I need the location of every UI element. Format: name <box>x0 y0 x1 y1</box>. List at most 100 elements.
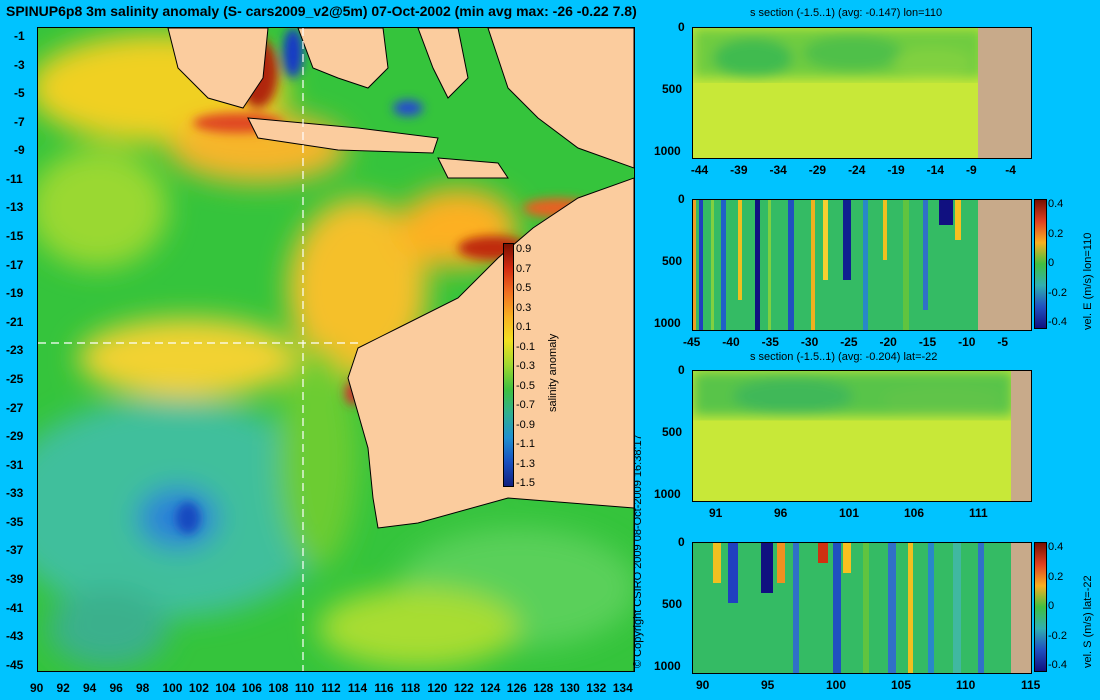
map-x-tick: 98 <box>135 681 150 695</box>
velocity-stripes <box>713 543 984 673</box>
land-sumatra <box>167 28 269 109</box>
panel-4-colorbar-tick: 0 <box>1048 600 1055 612</box>
panel-4-colorbar-tick: 0.4 <box>1048 541 1064 553</box>
land-new-guinea <box>487 28 634 169</box>
map-x-tick: 92 <box>56 681 70 695</box>
land-sulawesi <box>417 28 469 99</box>
panel-4-y-tick: 0 <box>678 535 685 549</box>
map-x-tick: 128 <box>533 681 554 695</box>
panel-1-x-tick: -19 <box>887 163 905 177</box>
section-panel-2 <box>692 199 1032 331</box>
map-x-tick: 104 <box>215 681 236 695</box>
map-y-tick: -25 <box>6 371 24 386</box>
panel-4-x-tick: 90 <box>696 678 710 692</box>
map-y-tick: -43 <box>6 629 24 644</box>
vel-s-colorbar <box>1034 542 1047 672</box>
panel-2-x-tick: -20 <box>879 335 897 349</box>
velocity-stripes <box>693 200 961 330</box>
map-y-tick: -37 <box>6 543 24 558</box>
map-y-tick: -39 <box>6 571 24 586</box>
map-x-tick: 110 <box>294 681 315 695</box>
map-x-tick: 102 <box>188 681 209 695</box>
panel-2-colorbar-tick: -0.2 <box>1048 286 1067 299</box>
map-x-tick: 132 <box>586 681 607 695</box>
vel-s-colorbar-label: vel. S (m/s) lat=-22 <box>1082 575 1094 668</box>
map-y-tick: -29 <box>6 429 24 444</box>
map-y-tick: -19 <box>6 286 24 301</box>
panel-2-y-tick: 1000 <box>654 315 681 330</box>
panel-4-colorbar-tick: 0.2 <box>1048 570 1064 583</box>
panel-2-x-tick: -10 <box>958 335 976 349</box>
land-lesser-sunda <box>437 157 509 179</box>
map-y-tick: -27 <box>6 400 24 415</box>
panel-3-x-tick: 111 <box>969 506 988 520</box>
section-panel-3 <box>692 370 1032 502</box>
salinity-map <box>37 27 635 672</box>
panel-3-x-tick: 96 <box>774 506 788 520</box>
panel-2-colorbar-tick: -0.4 <box>1048 316 1067 328</box>
panel-2-colorbar-tick: 0.2 <box>1048 227 1064 240</box>
panel-1-x-tick: -14 <box>926 163 945 177</box>
panel-1-x-tick: -34 <box>769 163 787 177</box>
panel-1-x-tick: -39 <box>730 163 748 177</box>
map-y-tick: -5 <box>14 86 25 101</box>
section-land <box>978 28 1031 158</box>
salinity-colorbar <box>503 243 514 487</box>
panel-2-x-tick: -40 <box>722 335 740 349</box>
salinity-colorbar-tick: 0.5 <box>516 282 532 294</box>
salinity-colorbar-tick: -0.9 <box>516 418 535 431</box>
salinity-colorbar-tick: 0.1 <box>516 321 532 333</box>
map-y-tick: -7 <box>14 114 25 129</box>
salinity-colorbar-tick: 0.9 <box>516 243 532 255</box>
section-panel-1 <box>692 27 1032 159</box>
map-x-tick: 112 <box>321 681 341 695</box>
map-y-tick: -9 <box>14 143 25 158</box>
map-x-tick: 96 <box>109 681 123 695</box>
panel-4-x-tick: 110 <box>956 678 976 692</box>
panel-1-x-tick: -9 <box>965 163 977 177</box>
map-x-tick: 120 <box>427 681 448 695</box>
panel-4-y-tick: 500 <box>662 596 683 611</box>
map-x-tick: 118 <box>400 681 421 695</box>
panel-1-x-tick: -44 <box>690 163 709 177</box>
map-y-tick: -1 <box>14 29 25 43</box>
map-x-tick: 90 <box>30 681 44 695</box>
land-borneo <box>297 28 389 89</box>
map-y-tick: -33 <box>6 486 24 501</box>
salinity-colorbar-tick: -1.1 <box>516 438 535 450</box>
panel-1-x-tick: -29 <box>808 163 827 177</box>
land-australia <box>347 177 634 671</box>
panel-4-x-tick: 95 <box>761 678 775 692</box>
map-y-tick: -31 <box>6 457 24 472</box>
panel-3-y-tick: 0 <box>678 363 685 377</box>
map-x-tick: 134 <box>612 681 633 695</box>
map-x-tick: 122 <box>453 681 474 695</box>
map-x-tick: 116 <box>374 681 394 695</box>
map-x-tick: 130 <box>559 681 580 695</box>
panel-2-x-tick: -45 <box>683 335 701 349</box>
map-y-tick: -11 <box>6 171 23 186</box>
panel-2-colorbar-tick: 0.4 <box>1048 198 1064 210</box>
panel-2-y-tick: 0 <box>678 192 685 206</box>
map-x-tick: 114 <box>347 681 368 695</box>
salinity-colorbar-tick: -0.7 <box>516 399 535 411</box>
panel-2-x-tick: -15 <box>918 335 937 349</box>
panel-2-x-tick: -30 <box>800 335 819 349</box>
panel-3-title: s section (-1.5..1) (avg: -0.204) lat=-2… <box>750 351 938 363</box>
map-y-tick: -41 <box>6 600 24 615</box>
salinity-map-svg <box>38 28 634 671</box>
panel-3-x-tick: 106 <box>904 506 925 520</box>
salinity-colorbar-tick: -0.5 <box>516 379 535 392</box>
map-y-tick: -3 <box>14 57 25 72</box>
vel-e-colorbar-label: vel. E (m/s) lon=110 <box>1082 232 1094 330</box>
salinity-colorbar-tick: -1.3 <box>516 457 535 470</box>
panel-1-y-tick: 0 <box>678 20 685 34</box>
panel-4-x-tick: 105 <box>891 678 912 692</box>
vel-e-colorbar <box>1034 199 1047 329</box>
map-x-tick: 100 <box>162 681 183 695</box>
map-x-tick: 108 <box>268 681 289 695</box>
panel-4-x-tick: 100 <box>826 678 847 692</box>
map-y-tick: -13 <box>6 200 24 215</box>
panel-1-title: s section (-1.5..1) (avg: -0.147) lon=11… <box>750 7 943 19</box>
panel-4-colorbar-tick: -0.4 <box>1048 659 1067 671</box>
